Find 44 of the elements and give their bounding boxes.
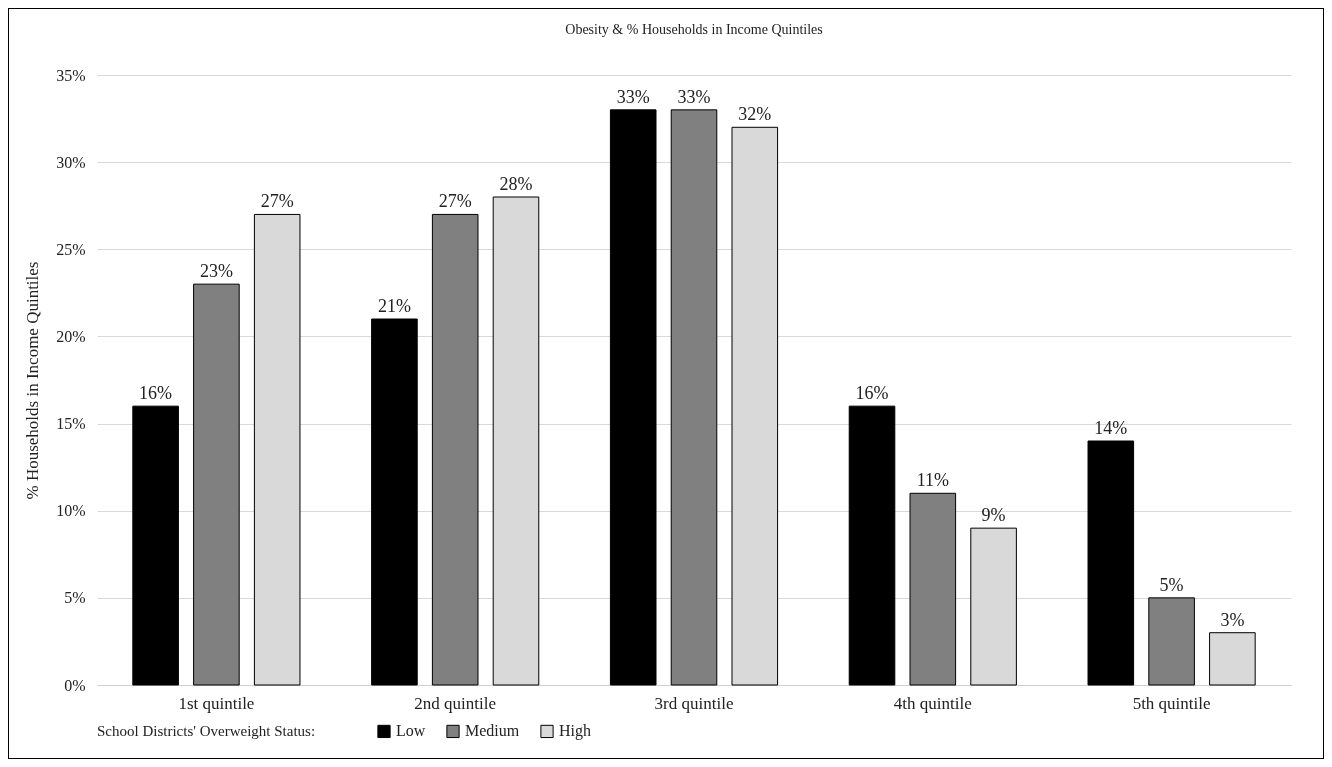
x-tick-label: 5th quintile (1132, 693, 1211, 713)
y-tick-label: 10% (56, 502, 86, 520)
legend-label: High (559, 722, 591, 741)
legend-label: Medium (465, 722, 520, 740)
y-tick-label: 35% (56, 66, 86, 84)
x-tick-label: 2nd quintile (414, 693, 497, 713)
bar (670, 109, 718, 686)
y-tick-label: 15% (56, 415, 86, 433)
bar (1148, 597, 1195, 686)
y-tick-label: 5% (64, 589, 86, 607)
data-label: 16% (139, 383, 173, 404)
data-label: 27% (438, 191, 472, 212)
x-tick-label: 1st quintile (178, 693, 255, 713)
bar (371, 318, 418, 686)
bar (609, 109, 657, 686)
data-label: 9% (981, 505, 1006, 526)
bar (132, 405, 179, 686)
bar (909, 492, 957, 686)
data-label: 33% (616, 86, 650, 107)
bar (431, 213, 479, 686)
bar (1087, 440, 1135, 686)
data-label: 11% (916, 470, 949, 491)
data-label: 3% (1220, 609, 1245, 630)
data-label: 28% (499, 174, 533, 194)
data-label: 21% (377, 296, 411, 316)
legend-label: Low (396, 722, 426, 740)
legend-title: School Districts' Overweight Status: (97, 723, 316, 739)
data-label: 14% (1094, 418, 1128, 438)
y-tick-label: 0% (64, 676, 86, 694)
x-tick-label: 4th quintile (893, 693, 972, 713)
data-label: 5% (1159, 574, 1184, 595)
y-tick-label: 25% (56, 240, 86, 258)
data-label: 33% (677, 86, 711, 107)
chart-title: Obesity & % Households in Income Quintiles (565, 22, 823, 37)
y-axis-title: % Households in Income Quintiles (23, 261, 43, 500)
y-tick-label: 30% (56, 153, 86, 171)
bar (848, 405, 896, 686)
x-tick-label: 3rd quintile (654, 693, 734, 713)
bar (193, 283, 240, 686)
data-label: 16% (855, 383, 889, 404)
data-label: 27% (260, 191, 294, 212)
data-label: 23% (199, 261, 233, 282)
y-tick-label: 20% (56, 327, 86, 345)
data-label: 32% (738, 104, 772, 125)
